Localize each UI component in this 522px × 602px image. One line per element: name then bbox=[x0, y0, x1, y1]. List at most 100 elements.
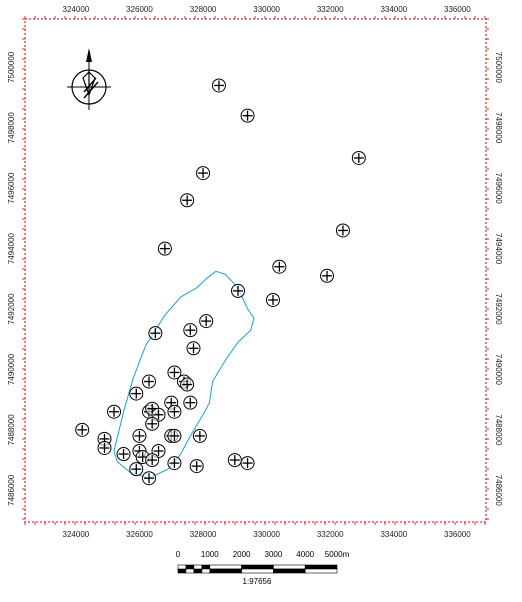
sample-point bbox=[186, 341, 201, 356]
sample-point bbox=[129, 462, 144, 477]
sample-point bbox=[132, 428, 147, 443]
sample-point bbox=[180, 193, 195, 208]
sample-point bbox=[157, 241, 172, 256]
y-tick-labels-right: 7486000 7488000 7490000 7492000 7494000 74960… bbox=[494, 52, 503, 507]
y-tick-label-right: 7492000 bbox=[494, 293, 503, 325]
points-layer bbox=[75, 78, 366, 486]
x-tick-label-top: 336000 bbox=[444, 5, 471, 14]
sample-point bbox=[97, 440, 112, 455]
x-tick-label-top: 334000 bbox=[380, 5, 407, 14]
sample-point bbox=[145, 416, 160, 431]
scale-subsegment bbox=[193, 568, 203, 574]
sample-point bbox=[240, 108, 255, 123]
map-frame bbox=[24, 18, 487, 523]
x-tick-label-top: 326000 bbox=[126, 5, 153, 14]
scale-segment bbox=[241, 564, 274, 570]
sample-point bbox=[167, 365, 182, 380]
sample-point bbox=[227, 453, 242, 468]
y-tick-label-right: 7498000 bbox=[494, 112, 503, 144]
scale-label: 3000 bbox=[265, 550, 283, 559]
y-tick-label-left: 7488000 bbox=[7, 414, 16, 446]
sample-point bbox=[183, 395, 198, 410]
sample-point bbox=[211, 78, 226, 93]
scale-segment bbox=[304, 564, 338, 570]
y-tick-label-left: 7486000 bbox=[7, 474, 16, 506]
y-tick-labels-left: 7486000 7488000 7490000 7492000 7494000 74960… bbox=[7, 51, 16, 506]
scale-segment bbox=[273, 568, 306, 574]
x-tick-label-top: 330000 bbox=[253, 5, 280, 14]
sample-point bbox=[196, 166, 211, 181]
scale-label: 5000m bbox=[325, 550, 350, 559]
sample-point bbox=[272, 259, 287, 274]
x-tick-label-bottom: 332000 bbox=[317, 530, 344, 539]
scale-label: 2000 bbox=[233, 550, 251, 559]
y-tick-label-left: 7490000 bbox=[7, 353, 16, 385]
scale-subsegment bbox=[193, 564, 203, 570]
x-tick-label-bottom: 324000 bbox=[63, 530, 90, 539]
y-tick-label-right: 7494000 bbox=[494, 233, 503, 265]
x-tick-label-top: 332000 bbox=[317, 5, 344, 14]
scale-bar: 0 1000 2000 3000 4000 5000m 1:97656 bbox=[176, 550, 350, 586]
y-tick-label-right: 7500000 bbox=[494, 52, 503, 84]
frame-ticks bbox=[22, 16, 489, 525]
x-tick-label-bottom: 336000 bbox=[444, 530, 471, 539]
y-tick-label-left: 7494000 bbox=[7, 232, 16, 264]
x-tick-label-bottom: 326000 bbox=[126, 530, 153, 539]
sample-point bbox=[167, 428, 182, 443]
x-tick-labels-bottom: 324000 326000 328000 330000 332000 334000 3360… bbox=[63, 530, 472, 539]
scale-subsegment bbox=[177, 564, 187, 570]
y-tick-label-right: 7490000 bbox=[494, 354, 503, 386]
scale-subsegment bbox=[185, 564, 195, 570]
north-arrow-needle bbox=[82, 70, 96, 96]
x-tick-labels-top: 324000 326000 328000 330000 332000 334000 3360… bbox=[63, 5, 472, 14]
map-border bbox=[24, 18, 487, 523]
sample-point bbox=[107, 404, 122, 419]
scale-subsegment bbox=[185, 568, 195, 574]
north-arrow-tip bbox=[86, 48, 92, 62]
y-tick-label-left: 7492000 bbox=[7, 293, 16, 325]
y-tick-label-left: 7498000 bbox=[7, 112, 16, 144]
sample-point bbox=[320, 268, 335, 283]
x-tick-label-bottom: 334000 bbox=[380, 530, 407, 539]
x-tick-label-top: 328000 bbox=[190, 5, 217, 14]
y-tick-label-right: 7488000 bbox=[494, 414, 503, 446]
scale-segment bbox=[209, 564, 242, 570]
north-arrow-ring bbox=[71, 69, 107, 105]
scale-label: 1000 bbox=[201, 550, 219, 559]
scale-segment bbox=[241, 568, 274, 574]
scale-segment bbox=[209, 568, 242, 574]
sample-point bbox=[167, 404, 182, 419]
north-arrow-hatch bbox=[83, 77, 99, 99]
sample-point bbox=[231, 283, 246, 298]
y-tick-label-right: 7486000 bbox=[494, 475, 503, 507]
sample-point bbox=[141, 471, 156, 486]
scale-subsegment bbox=[177, 568, 187, 574]
sample-point bbox=[335, 223, 350, 238]
sample-point bbox=[192, 428, 207, 443]
sample-point bbox=[183, 323, 198, 338]
sample-point bbox=[145, 453, 160, 468]
sample-point bbox=[148, 326, 163, 341]
x-tick-label-bottom: 330000 bbox=[253, 530, 280, 539]
sample-point bbox=[116, 447, 131, 462]
x-tick-label-top: 324000 bbox=[63, 5, 90, 14]
sample-point bbox=[167, 456, 182, 471]
scale-label: 0 bbox=[176, 550, 181, 559]
sample-point bbox=[141, 374, 156, 389]
scale-label: 4000 bbox=[296, 550, 314, 559]
x-tick-label-bottom: 328000 bbox=[190, 530, 217, 539]
scale-ratio: 1:97656 bbox=[243, 577, 272, 586]
scale-subsegment bbox=[201, 568, 211, 574]
sample-point bbox=[351, 150, 366, 165]
sample-point bbox=[180, 377, 195, 392]
sample-point bbox=[265, 292, 280, 307]
sample-point bbox=[240, 456, 255, 471]
sample-point bbox=[129, 386, 144, 401]
sample-point bbox=[199, 314, 214, 329]
sample-point bbox=[75, 422, 90, 437]
y-tick-label-left: 7500000 bbox=[7, 51, 16, 83]
scale-segment bbox=[304, 568, 338, 574]
sample-point bbox=[189, 459, 204, 474]
scale-subsegment bbox=[201, 564, 211, 570]
